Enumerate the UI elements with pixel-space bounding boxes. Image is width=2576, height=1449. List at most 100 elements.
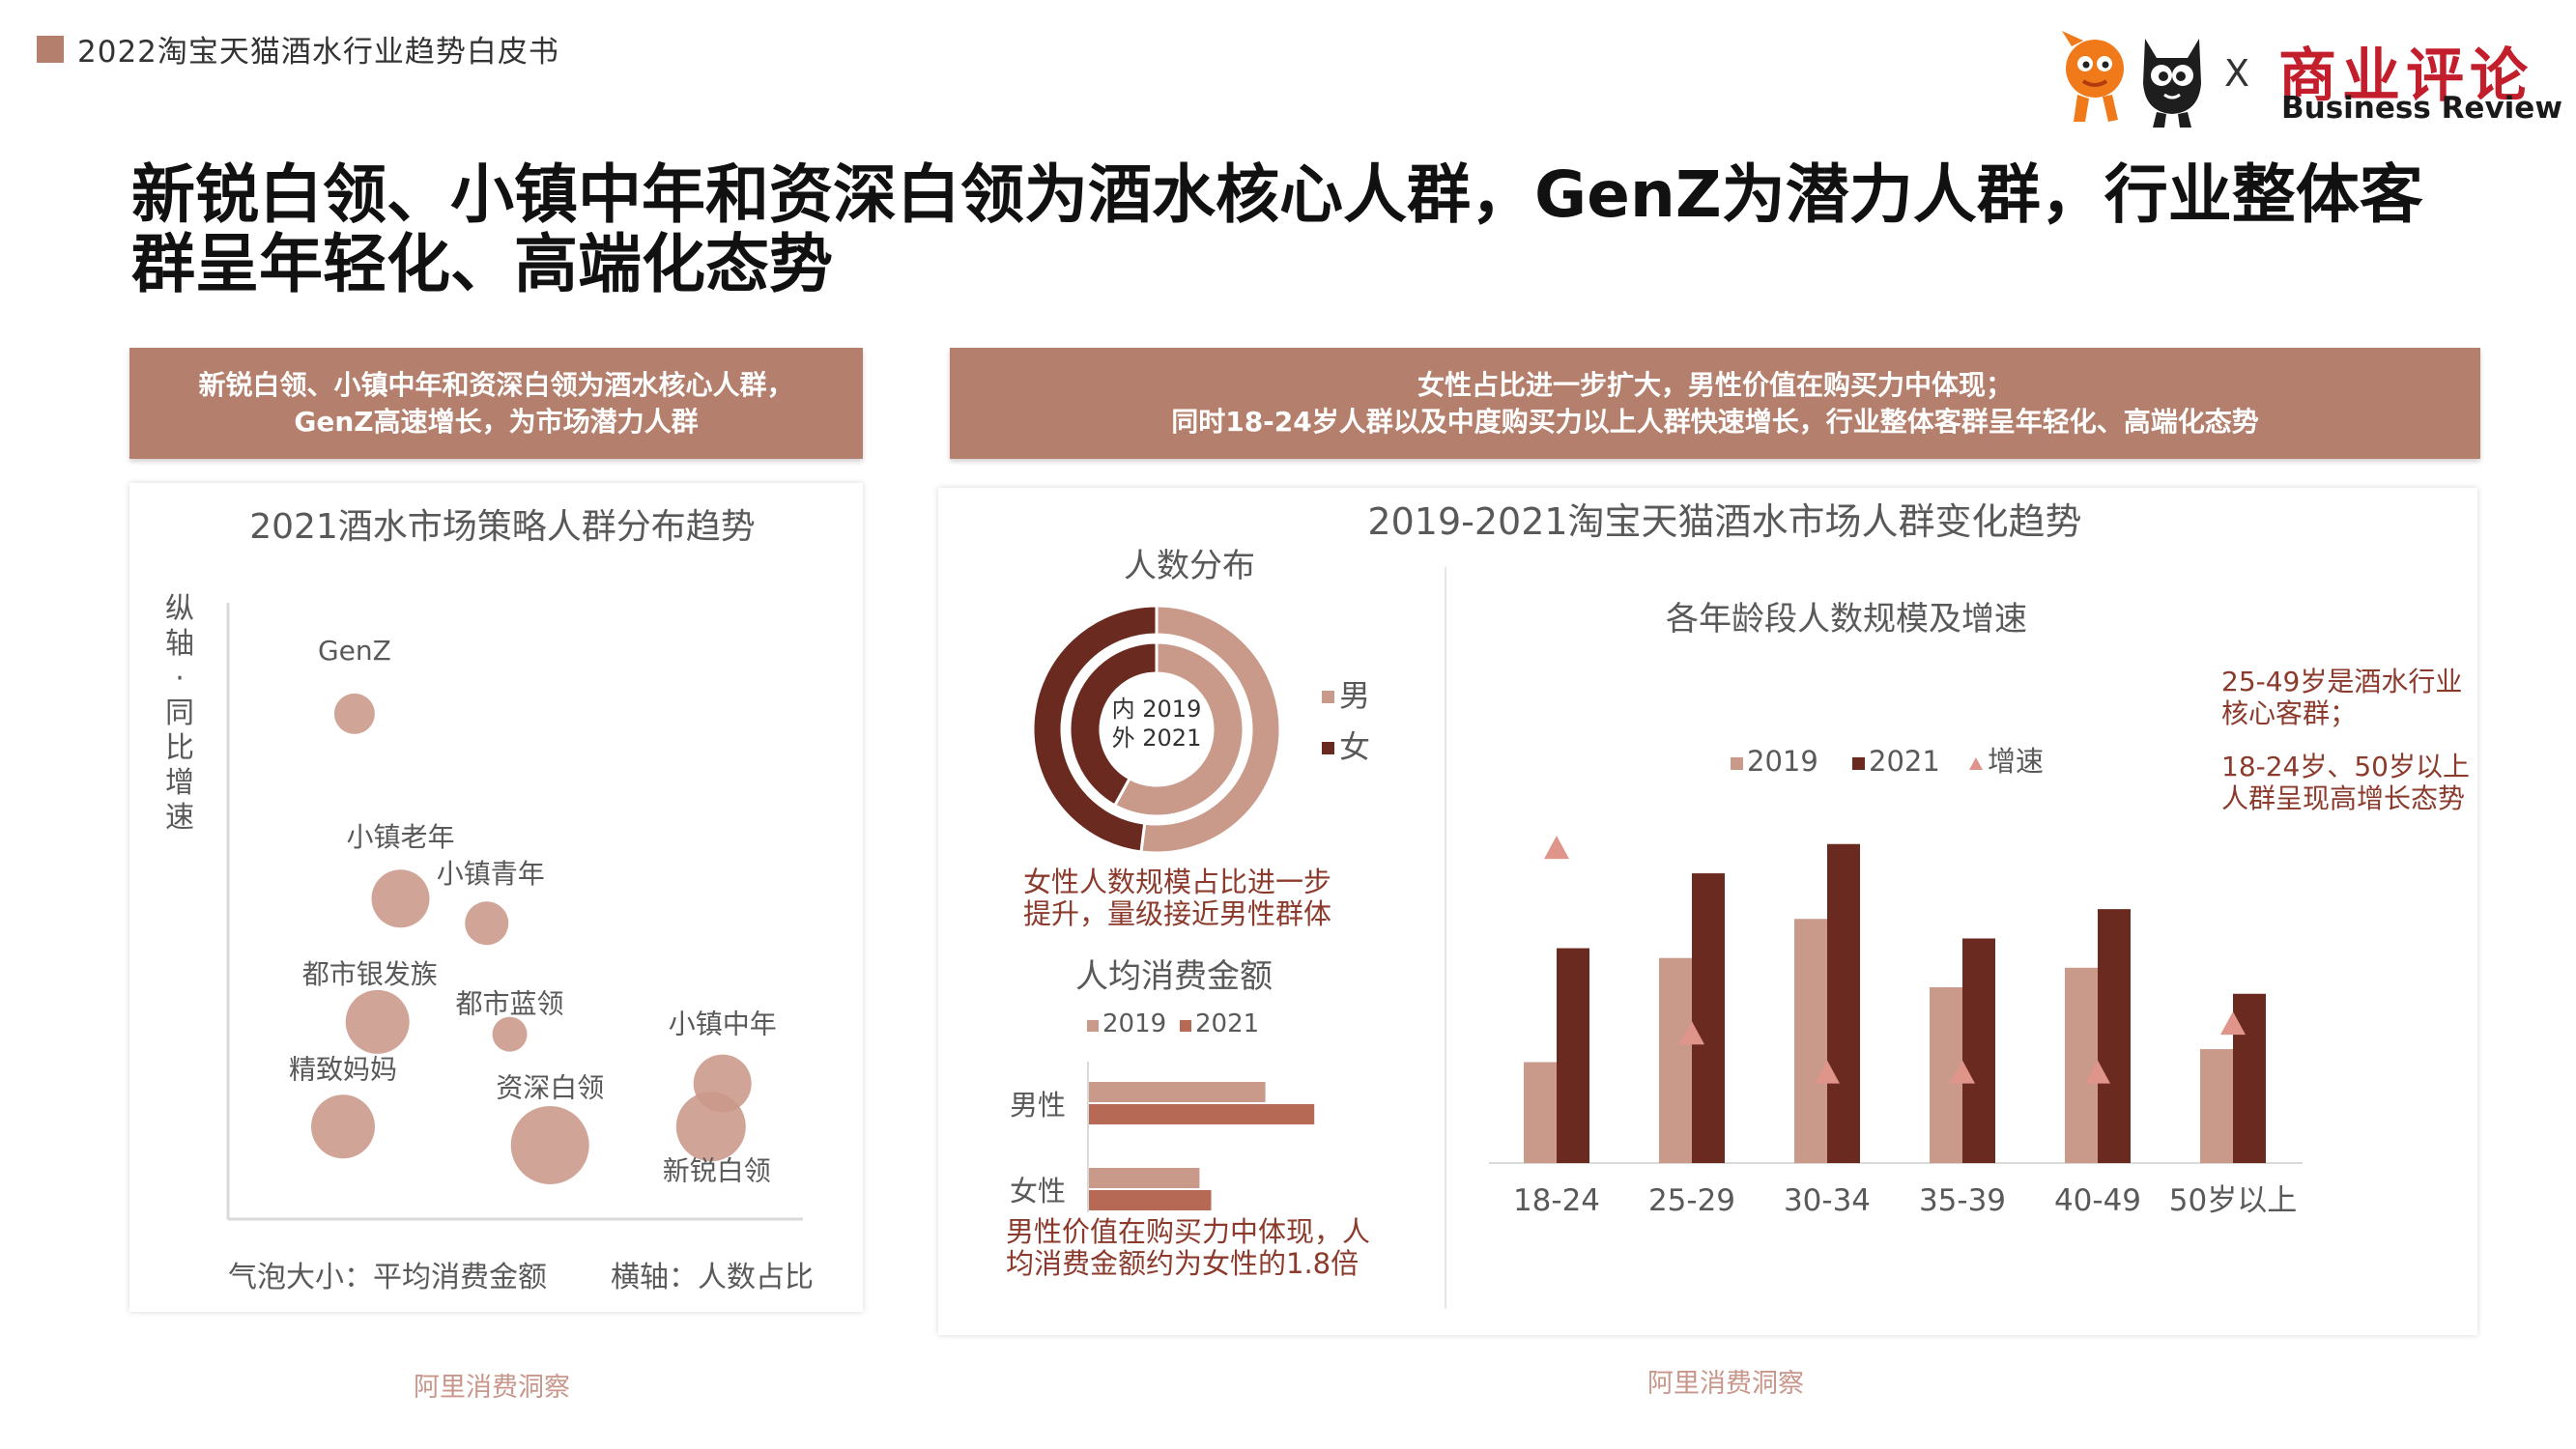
donut-note-line-1: 女性人数规模占比进一步 [1023, 866, 1331, 898]
right-banner-line-1: 女性占比进一步扩大，男性价值在购买力中体现； [1417, 368, 2013, 401]
bubble-y-label-char: 同 [165, 696, 194, 730]
bubble-x-axis-label: 横轴：人数占比 [611, 1261, 814, 1294]
age-category-label: 25-29 [1648, 1183, 1735, 1218]
bubble-小镇老年 [371, 869, 430, 928]
bubble-label: GenZ [318, 635, 391, 667]
brand-name-cn: 商业评论 [2278, 43, 2533, 110]
spend-bar-2019 [1089, 1168, 1200, 1188]
bubble-y-label-char: 增 [165, 766, 194, 800]
bubble-chart-panel: 2021酒水市场策略人群分布趋势 纵轴 · 同比增速 GenZ 小镇老年 小镇青年 都市银… [129, 483, 863, 1312]
mascot-logos-icon [2062, 31, 2201, 128]
age-bar-2021 [2098, 909, 2131, 1163]
bubble-size-label: 气泡大小：平均消费金额 [228, 1261, 547, 1294]
age-growth-marker [2220, 1011, 2246, 1036]
partner-logo: X 商业评论 Business Review [2056, 25, 2562, 131]
black-cat-mascot-icon [2143, 39, 2201, 128]
age-chart-title: 各年龄段人数规模及增速 [1666, 600, 2027, 639]
spend-bar-2019 [1089, 1082, 1266, 1102]
bubble-资深白领 [510, 1105, 589, 1184]
legend-label-male: 男 [1339, 677, 1370, 714]
age-legend-2021: 2021 [1869, 745, 1940, 778]
age-legend-swatch-2021 [1852, 757, 1865, 770]
spend-bar-2021 [1089, 1190, 1212, 1210]
donut-center-line-1: 内 2019 [1112, 696, 1202, 723]
age-legend-growth: 增速 [1988, 745, 2044, 778]
age-category-label: 30-34 [1784, 1183, 1871, 1218]
donut-center-line-2: 外 2021 [1112, 724, 1202, 752]
left-banner: 新锐白领、小镇中年和资深白领为酒水核心人群， GenZ高速增长，为市场潜力人群 [129, 348, 863, 459]
donut-chart [1031, 604, 1282, 855]
donut-outer-male-slice [1139, 604, 1282, 855]
logo-separator: X [2224, 52, 2250, 95]
age-bar-2019 [1659, 957, 1692, 1163]
bubble-label: 精致妈妈 [289, 1053, 397, 1085]
bubble-label: 小镇青年 [437, 858, 545, 890]
spend-legend-swatch-2021 [1180, 1020, 1191, 1032]
right-charts: 2019-2021淘宝天猫酒水市场人群变化趋势 人数分布 内 2019 外 20… [1006, 500, 2470, 1309]
right-banner: 女性占比进一步扩大，男性价值在购买力中体现； 同时18-24岁人群以及中度购买力… [950, 348, 2480, 459]
age-annotation-line-1: 25-49岁是酒水行业 [2221, 666, 2462, 697]
age-bar-2019 [2200, 1049, 2233, 1163]
age-annotation-line-2: 核心客群； [2221, 697, 2357, 729]
age-bar-2019 [1524, 1062, 1557, 1163]
age-category-label: 18-24 [1513, 1183, 1600, 1218]
spend-category-label: 男性 [1010, 1089, 1066, 1122]
age-growth-marker [1544, 836, 1569, 860]
bubble-label: 都市蓝领 [456, 988, 564, 1020]
age-growth-marker [1950, 1060, 1975, 1084]
left-banner-line-1: 新锐白领、小镇中年和资深白领为酒水核心人群， [198, 368, 794, 401]
donut-outer-female-slice [1031, 604, 1159, 854]
age-growth-marker [2085, 1060, 2110, 1084]
right-banner-line-2: 同时18-24岁人群以及中度购买力以上人群快速增长，行业整体客群呈年轻化、高端化… [1171, 405, 2259, 438]
orange-mascot-icon [2062, 31, 2124, 122]
age-bar-2021 [1557, 948, 1589, 1163]
age-category-label: 50岁以上 [2169, 1183, 2297, 1218]
age-bar-2021 [1827, 843, 1860, 1163]
bubble-y-label-char: 比 [165, 731, 194, 765]
left-banner-line-2: GenZ高速增长，为市场潜力人群 [294, 405, 699, 438]
donut-title: 人数分布 [1124, 547, 1255, 585]
bubble-chart-title: 2021酒水市场策略人群分布趋势 [249, 507, 756, 547]
age-legend: 2019 2021 增速 [1731, 745, 2044, 778]
age-bar-2021 [2233, 993, 2266, 1163]
spend-bar-2021 [1089, 1104, 1315, 1124]
age-growth-marker [1679, 1021, 1704, 1045]
doc-tag-square [37, 35, 64, 63]
spend-legend-2021: 2021 [1195, 1009, 1259, 1038]
bubble-label: 新锐白领 [663, 1154, 771, 1186]
donut-inner-male-slice [1112, 640, 1245, 818]
right-source: 阿里消费洞察 [1647, 1369, 1804, 1399]
spend-legend-swatch-2019 [1087, 1020, 1099, 1032]
age-bar-2021 [1692, 873, 1725, 1163]
right-chart-title: 2019-2021淘宝天猫酒水市场人群变化趋势 [1367, 500, 2081, 543]
bubble-精致妈妈 [311, 1094, 375, 1159]
bubble-都市蓝领 [492, 1016, 528, 1052]
legend-label-female: 女 [1339, 728, 1370, 765]
age-bars: 18-24 25-29 30-34 35-39 40-49 50岁以上 [1513, 836, 2297, 1218]
bubble-y-label-char: · [175, 662, 185, 696]
bubble-GenZ [333, 693, 375, 734]
age-annotation: 25-49岁是酒水行业 核心客群； 18-24岁、50岁以上 人群呈现高增长态势 [2221, 666, 2470, 814]
right-chart-panel: 2019-2021淘宝天猫酒水市场人群变化趋势 人数分布 内 2019 外 20… [938, 488, 2477, 1335]
bubble-y-label-char: 轴 [165, 627, 194, 661]
age-legend-2019: 2019 [1747, 745, 1818, 778]
left-source: 阿里消费洞察 [414, 1373, 570, 1403]
brand-name-en: Business Review [2281, 91, 2562, 126]
donut-inner-female-slice [1068, 640, 1159, 808]
age-growth-marker [1815, 1060, 1840, 1084]
bubble-都市银发族 [345, 989, 410, 1054]
bubble-y-label-char: 纵 [165, 592, 194, 626]
bubble-label: 资深白领 [496, 1071, 604, 1103]
bubble-y-label-char: 速 [165, 801, 194, 835]
bubble-label: 小镇中年 [669, 1009, 777, 1040]
legend-swatch-female [1322, 742, 1334, 754]
age-legend-triangle-icon [1969, 757, 1983, 770]
donut-legend: 男 女 [1322, 677, 1370, 765]
spend-chart-title: 人均消费金额 [1075, 957, 1273, 996]
age-category-label: 40-49 [2054, 1183, 2141, 1218]
donut-note-line-2: 提升，量级接近男性群体 [1023, 897, 1331, 930]
age-annotation-line-4: 人群呈现高增长态势 [2221, 782, 2465, 814]
age-legend-swatch-2019 [1731, 757, 1743, 770]
